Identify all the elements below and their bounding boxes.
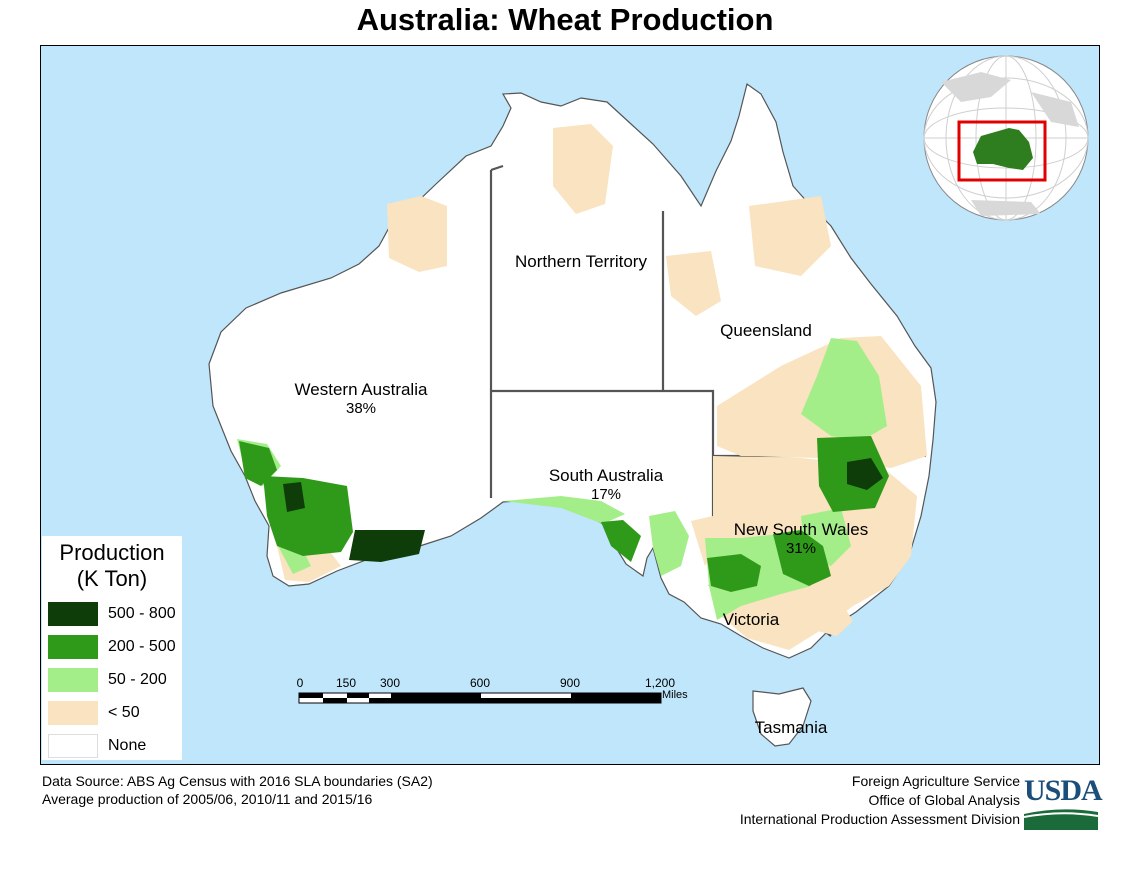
state-name: Victoria [722,610,780,629]
map-title: Australia: Wheat Production [356,2,774,37]
state-share: 38% [345,400,377,417]
scale-tick: 600 [469,676,491,690]
usda-logo-text: USDA [1024,774,1103,807]
scale-units: Miles [662,689,688,701]
state-share: 31% [785,540,817,557]
state-name: South Australia [548,466,664,485]
legend-title-line1: Production [59,540,165,565]
legend-swatch [48,602,98,626]
state-label-new-south-wales: New South Wales 31% [711,520,891,558]
state-name: Western Australia [294,380,428,399]
state-label-western-australia: Western Australia 38% [271,380,451,418]
state-label-victoria: Victoria [701,610,801,629]
state-name: Queensland [720,321,812,340]
source-line-1: Data Source: ABS Ag Census with 2016 SLA… [42,773,433,789]
legend-title: Production (K Ton) [42,540,182,592]
legend-swatch [48,701,98,725]
state-name: New South Wales [733,520,869,539]
legend-swatch [48,635,98,659]
scale-bar: 0 150 300 600 900 1,200 Miles [296,676,698,706]
scale-tick: 900 [559,676,581,690]
state-name: Tasmania [754,718,828,737]
australia-map [208,82,937,747]
legend-label: None [108,737,147,754]
usda-logo-wave [1024,809,1098,830]
state-share: 17% [590,486,622,503]
tasmania-island [752,687,812,747]
legend-label: 200 - 500 [108,638,176,655]
credits-line-3: International Production Assessment Divi… [739,811,1020,827]
scale-tick: 300 [379,676,401,690]
scale-tick: 0 [296,676,304,690]
agency-credits: Foreign Agriculture Service Office of Gl… [740,772,1020,829]
legend-label: 50 - 200 [108,671,167,688]
scale-bar-graphic [298,692,662,704]
legend-swatch [48,734,98,758]
production-regions [237,124,927,650]
credits-line-1: Foreign Agriculture Service [851,773,1020,789]
usda-logo: USDA [1024,774,1103,830]
source-line-2: Average production of 2005/06, 2010/11 a… [42,791,373,807]
legend-label: < 50 [108,704,140,721]
data-source-note: Data Source: ABS Ag Census with 2016 SLA… [42,772,433,808]
locator-globe [923,55,1089,221]
credits-line-2: Office of Global Analysis [868,792,1020,808]
legend-label: 500 - 800 [108,605,176,622]
scale-tick: 1,200 [644,676,676,690]
state-label-tasmania: Tasmania [736,718,846,737]
state-label-south-australia: South Australia 17% [516,466,696,504]
scale-tick: 150 [335,676,357,690]
map-legend: Production (K Ton) 500 - 800 200 - 500 5… [42,536,182,760]
state-label-northern-territory: Northern Territory [491,252,671,271]
legend-title-line2: (K Ton) [76,566,148,591]
legend-swatch [48,668,98,692]
map-frame: Western Australia 38% Northern Territory… [40,45,1100,765]
state-name: Northern Territory [515,252,647,271]
state-label-queensland: Queensland [691,321,841,340]
